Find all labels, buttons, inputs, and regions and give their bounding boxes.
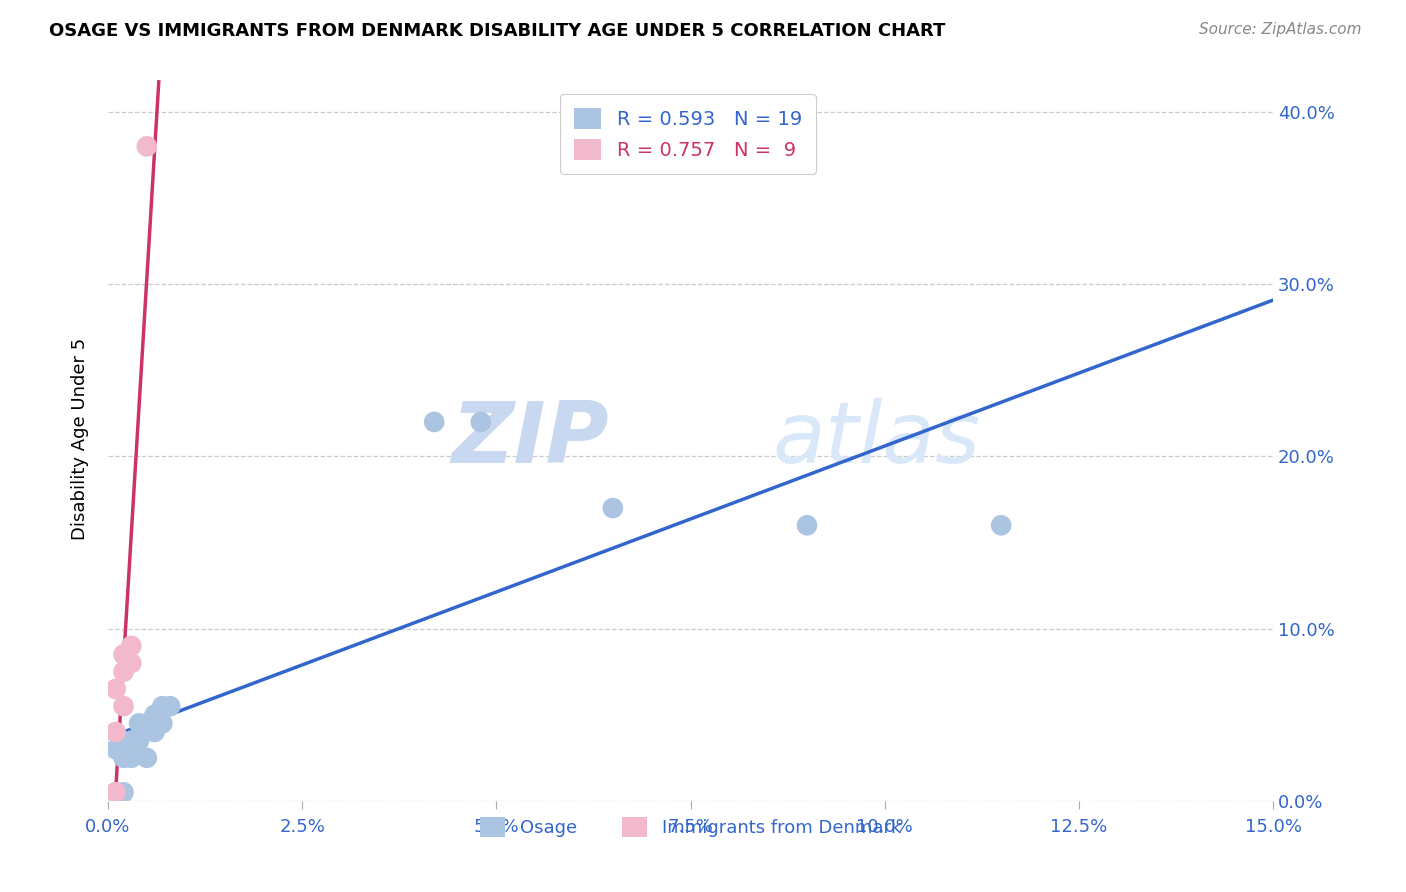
Point xyxy=(423,415,446,429)
Point xyxy=(104,742,127,756)
Point xyxy=(120,639,142,653)
Point xyxy=(128,716,150,731)
Point xyxy=(135,716,157,731)
Point xyxy=(120,733,142,747)
Text: ZIP: ZIP xyxy=(451,398,609,481)
Point xyxy=(796,518,818,533)
Legend: Osage, Immigrants from Denmark: Osage, Immigrants from Denmark xyxy=(472,810,908,844)
Text: OSAGE VS IMMIGRANTS FROM DENMARK DISABILITY AGE UNDER 5 CORRELATION CHART: OSAGE VS IMMIGRANTS FROM DENMARK DISABIL… xyxy=(49,22,946,40)
Point xyxy=(159,699,181,714)
Point xyxy=(104,681,127,696)
Point xyxy=(470,415,492,429)
Point xyxy=(112,751,135,765)
Point xyxy=(602,501,624,516)
Text: atlas: atlas xyxy=(772,398,980,481)
Point xyxy=(104,785,127,799)
Point xyxy=(135,139,157,153)
Point xyxy=(150,699,173,714)
Point xyxy=(128,733,150,747)
Point xyxy=(990,518,1012,533)
Point xyxy=(112,785,135,799)
Point xyxy=(112,665,135,679)
Point xyxy=(112,648,135,662)
Point xyxy=(104,785,127,799)
Point xyxy=(112,699,135,714)
Text: Source: ZipAtlas.com: Source: ZipAtlas.com xyxy=(1198,22,1361,37)
Point xyxy=(104,725,127,739)
Point xyxy=(135,751,157,765)
Y-axis label: Disability Age Under 5: Disability Age Under 5 xyxy=(72,338,89,541)
Point xyxy=(143,725,166,739)
Point xyxy=(150,716,173,731)
Point xyxy=(120,751,142,765)
Point xyxy=(143,707,166,722)
Point xyxy=(120,656,142,670)
